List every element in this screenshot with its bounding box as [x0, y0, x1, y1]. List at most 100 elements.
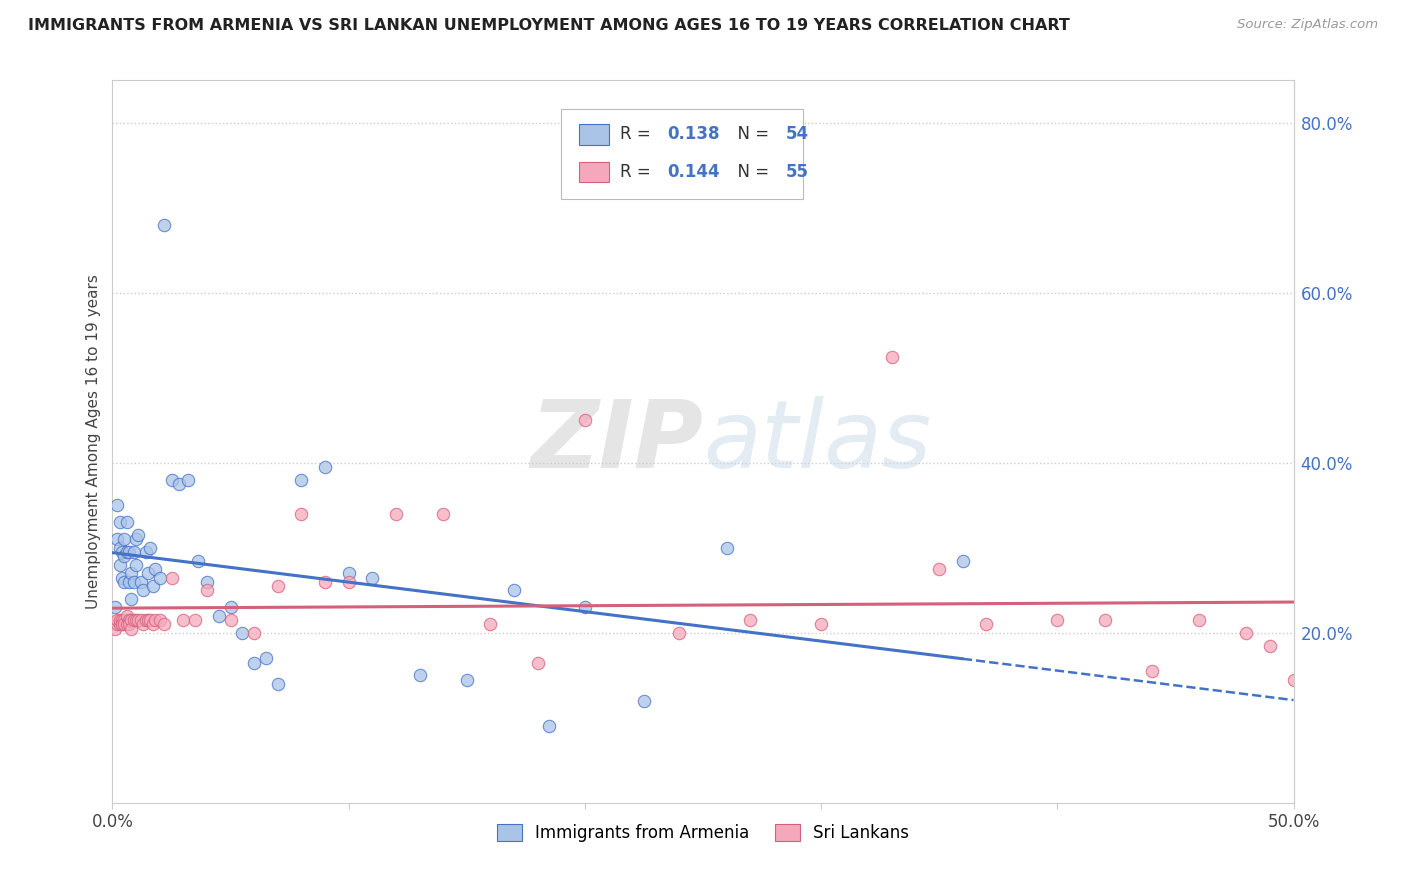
Point: [112, 549, 135, 564]
Point: [1094, 613, 1116, 627]
Point: [118, 574, 141, 589]
Point: [125, 613, 148, 627]
Point: [880, 350, 903, 364]
Point: [115, 617, 138, 632]
Point: [127, 613, 149, 627]
Text: R =: R =: [620, 126, 657, 144]
Point: [136, 566, 159, 581]
Point: [290, 507, 312, 521]
Point: [1140, 664, 1163, 678]
Point: [952, 553, 974, 567]
Point: [149, 570, 172, 584]
Point: [1258, 639, 1281, 653]
Point: [104, 622, 127, 636]
Text: N =: N =: [727, 163, 773, 181]
Point: [115, 545, 138, 559]
Point: [160, 570, 183, 584]
Point: [219, 600, 242, 615]
Point: [122, 613, 145, 627]
Point: [132, 583, 155, 598]
Point: [716, 541, 738, 555]
Point: [167, 477, 190, 491]
Point: [538, 719, 561, 733]
Point: [186, 553, 208, 567]
Point: [1234, 625, 1257, 640]
Point: [143, 613, 166, 627]
Point: [574, 600, 596, 615]
Point: [135, 545, 157, 559]
Point: [120, 566, 142, 581]
Point: [219, 613, 242, 627]
Point: [129, 574, 152, 589]
Point: [928, 562, 950, 576]
Point: [195, 583, 218, 598]
Point: [120, 613, 142, 627]
Point: [1188, 613, 1211, 627]
Point: [120, 622, 142, 636]
Point: [314, 574, 336, 589]
Point: [142, 617, 165, 632]
Point: [267, 579, 290, 593]
Point: [432, 507, 454, 521]
FancyBboxPatch shape: [561, 109, 803, 200]
Y-axis label: Unemployment Among Ages 16 to 19 years: Unemployment Among Ages 16 to 19 years: [86, 274, 101, 609]
Point: [337, 566, 360, 581]
Point: [112, 617, 135, 632]
Point: [104, 600, 127, 615]
Point: [149, 613, 172, 627]
Point: [139, 541, 162, 555]
Point: [127, 528, 149, 542]
Point: [111, 570, 134, 584]
Point: [243, 625, 266, 640]
Point: [503, 583, 526, 598]
Point: [108, 558, 131, 572]
Point: [456, 673, 478, 687]
Point: [135, 613, 157, 627]
Point: [136, 613, 159, 627]
Point: [267, 677, 290, 691]
Point: [172, 613, 194, 627]
Point: [132, 617, 155, 632]
Point: [118, 545, 141, 559]
Point: [118, 617, 141, 632]
Point: [112, 574, 135, 589]
Point: [408, 668, 430, 682]
Text: R =: R =: [620, 163, 657, 181]
Point: [111, 545, 134, 559]
Text: 54: 54: [786, 126, 808, 144]
Point: [254, 651, 277, 665]
Point: [574, 413, 596, 427]
Point: [142, 579, 165, 593]
Point: [184, 613, 207, 627]
Text: 0.138: 0.138: [668, 126, 720, 144]
Point: [740, 613, 762, 627]
Point: [526, 656, 548, 670]
Point: [139, 613, 162, 627]
Point: [105, 613, 128, 627]
Point: [118, 613, 141, 627]
Point: [231, 625, 253, 640]
Text: 55: 55: [786, 163, 808, 181]
Point: [125, 533, 148, 547]
Point: [177, 473, 200, 487]
Text: N =: N =: [727, 126, 773, 144]
Text: atlas: atlas: [703, 396, 931, 487]
Point: [111, 617, 134, 632]
Point: [108, 613, 131, 627]
Point: [633, 694, 655, 708]
Text: ZIP: ZIP: [530, 395, 703, 488]
Point: [129, 613, 152, 627]
Point: [111, 613, 134, 627]
Point: [479, 617, 502, 632]
Point: [153, 218, 176, 232]
Point: [160, 473, 183, 487]
Point: [195, 574, 218, 589]
Point: [976, 617, 998, 632]
Point: [115, 608, 138, 623]
Point: [105, 498, 128, 512]
Point: [1046, 613, 1069, 627]
Point: [125, 558, 148, 572]
Point: [208, 608, 231, 623]
Point: [105, 533, 128, 547]
FancyBboxPatch shape: [579, 162, 609, 182]
